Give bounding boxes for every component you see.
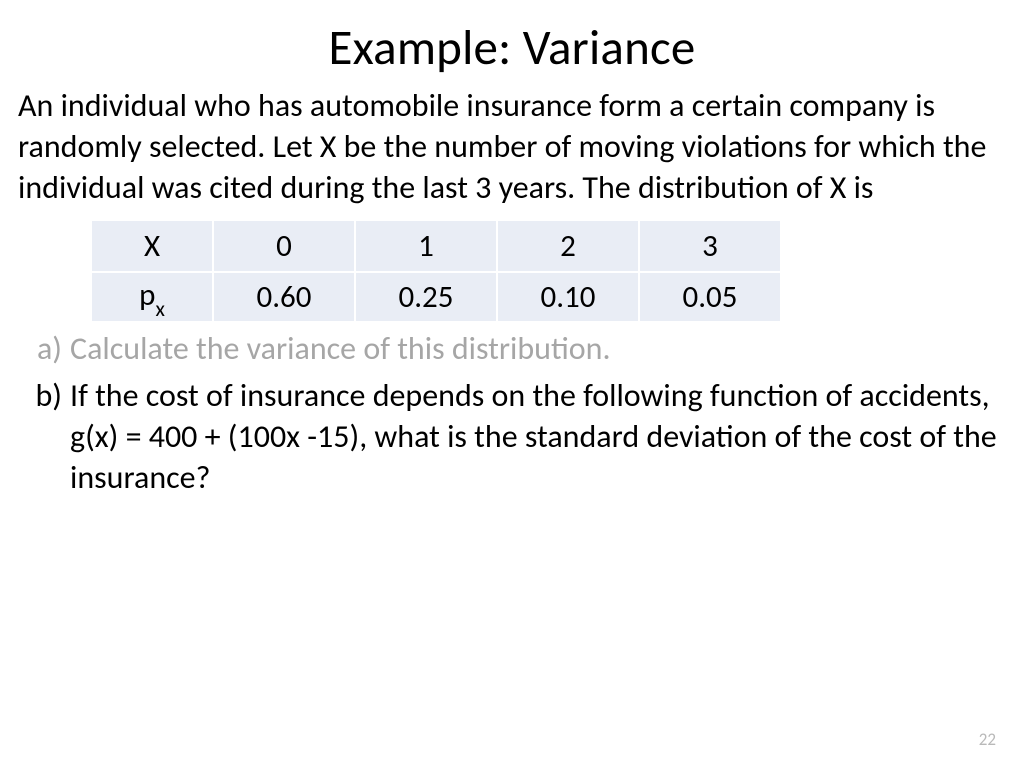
table-row: px 0.60 0.25 0.10 0.05 [92, 273, 780, 321]
table-cell: 2 [498, 221, 638, 271]
slide-title: Example: Variance [16, 18, 1008, 78]
table-cell: 0.05 [640, 273, 780, 321]
slide: Example: Variance An individual who has … [0, 0, 1024, 768]
row-label-x: X [92, 221, 212, 271]
question-b-text: If the cost of insurance depends on the … [70, 376, 997, 497]
distribution-table-wrap: X 0 1 2 3 px 0.60 0.25 0.10 0.05 [16, 219, 1008, 323]
table-cell: 0.25 [356, 273, 496, 321]
table-cell: 3 [640, 221, 780, 271]
page-number: 22 [979, 729, 996, 750]
list-marker-b: b) [18, 376, 62, 417]
p-subscript: x [155, 295, 164, 322]
table-row: X 0 1 2 3 [92, 221, 780, 271]
problem-statement: An individual who has automobile insuran… [16, 86, 1008, 209]
question-list: a) Calculate the variance of this distri… [16, 329, 1008, 499]
question-a-text: Calculate the variance of this distribut… [70, 329, 611, 368]
table-cell: 1 [356, 221, 496, 271]
question-b: b) If the cost of insurance depends on t… [18, 376, 1008, 499]
list-marker-a: a) [18, 329, 62, 370]
question-a: a) Calculate the variance of this distri… [18, 329, 1008, 370]
table-cell: 0.10 [498, 273, 638, 321]
table-cell: 0.60 [214, 273, 354, 321]
row-label-px: px [92, 273, 212, 321]
table-cell: 0 [214, 221, 354, 271]
distribution-table: X 0 1 2 3 px 0.60 0.25 0.10 0.05 [90, 219, 782, 323]
p-symbol: p [139, 276, 155, 314]
